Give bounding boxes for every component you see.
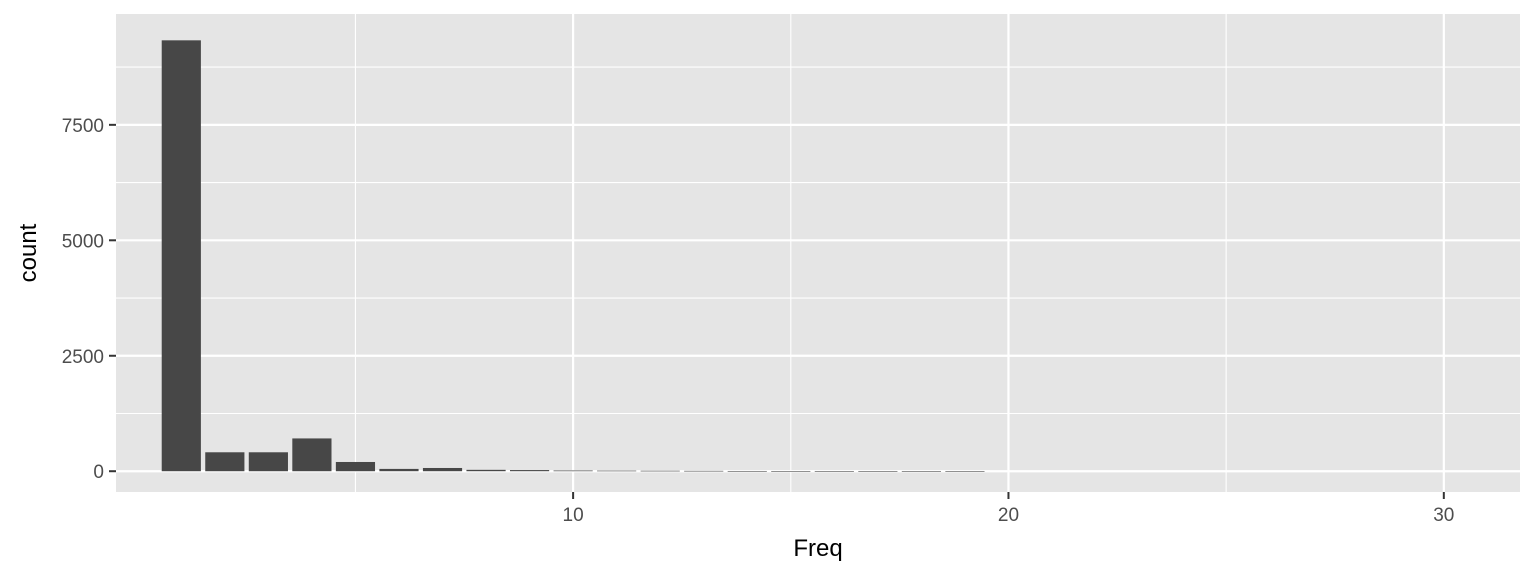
bar	[422, 467, 463, 472]
y-tick-label: 0	[93, 462, 104, 483]
bar	[379, 468, 419, 472]
bar	[858, 471, 898, 472]
plot-panel	[116, 14, 1520, 492]
y-tick-label: 2500	[62, 347, 104, 368]
bar	[814, 471, 854, 472]
bar	[553, 470, 593, 472]
bar	[161, 40, 201, 472]
bar	[335, 461, 376, 472]
x-tick-label: 30	[1433, 505, 1454, 526]
bar	[771, 471, 811, 472]
minor-gridlines	[116, 14, 1520, 492]
bar	[684, 470, 724, 472]
bar	[727, 470, 767, 472]
y-tick-label: 7500	[62, 116, 104, 137]
bar	[901, 471, 941, 472]
x-axis: 10 20 30	[563, 492, 1454, 526]
bar	[248, 452, 288, 472]
y-axis: 0 2500 5000 7500	[62, 116, 116, 483]
x-tick-label: 10	[563, 505, 584, 526]
bar	[597, 470, 637, 472]
bar	[205, 452, 245, 472]
bar	[292, 438, 332, 472]
bar	[945, 471, 985, 472]
x-axis-title: Freq	[793, 535, 842, 562]
bar	[509, 470, 550, 472]
bars	[161, 40, 985, 472]
y-axis-title: count	[15, 223, 42, 282]
bar	[466, 469, 506, 472]
x-tick-label: 20	[998, 505, 1019, 526]
bar	[640, 470, 680, 472]
y-tick-label: 5000	[62, 231, 104, 252]
